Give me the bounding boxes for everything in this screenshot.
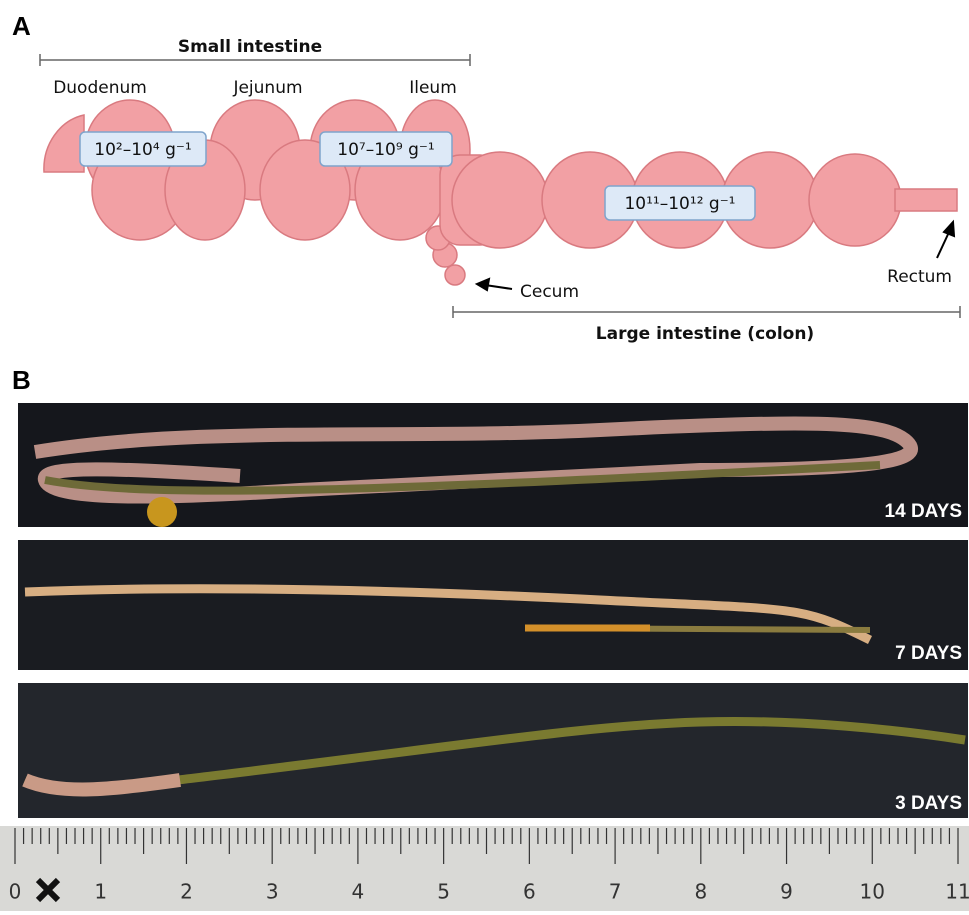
- ruler-label: 11: [945, 880, 969, 904]
- photo-caption: 14 DAYS: [885, 501, 962, 522]
- ruler-label: 10: [860, 880, 885, 904]
- concentration: 10⁷–10⁹ g⁻¹: [337, 140, 434, 160]
- photo-caption: 3 DAYS: [895, 793, 962, 814]
- segment-label: Duodenum: [53, 78, 147, 98]
- segment-label: Ileum: [409, 78, 457, 98]
- ruler-label: 9: [780, 880, 793, 904]
- ruler: [0, 826, 969, 911]
- photo: [18, 683, 968, 818]
- ruler-label: 2: [180, 880, 193, 904]
- section-title: Small intestine: [178, 37, 322, 57]
- ruler-label: 7: [609, 880, 622, 904]
- panel-label: A: [12, 11, 31, 41]
- panel-label: B: [12, 365, 31, 395]
- section-title: Large intestine (colon): [596, 324, 814, 344]
- ruler-label: 4: [352, 880, 365, 904]
- ruler-label: 1: [94, 880, 107, 904]
- ruler-label: 8: [694, 880, 707, 904]
- ruler-label: 0: [9, 880, 22, 904]
- rectum-label: Rectum: [887, 267, 952, 287]
- photo-caption: 7 DAYS: [895, 643, 962, 664]
- ruler-label: 5: [437, 880, 450, 904]
- photo: [18, 403, 968, 527]
- cecum-label: Cecum: [520, 282, 579, 302]
- ruler-label: 3: [266, 880, 279, 904]
- segment-label: Jejunum: [232, 78, 302, 98]
- figure: A Small intestine Duodenum Jejunum Ileum…: [0, 0, 969, 911]
- photo: [18, 540, 968, 670]
- ruler-label: 6: [523, 880, 536, 904]
- concentration: 10¹¹–10¹² g⁻¹: [624, 194, 735, 214]
- concentration: 10²–10⁴ g⁻¹: [94, 140, 191, 160]
- intestine: [44, 100, 957, 285]
